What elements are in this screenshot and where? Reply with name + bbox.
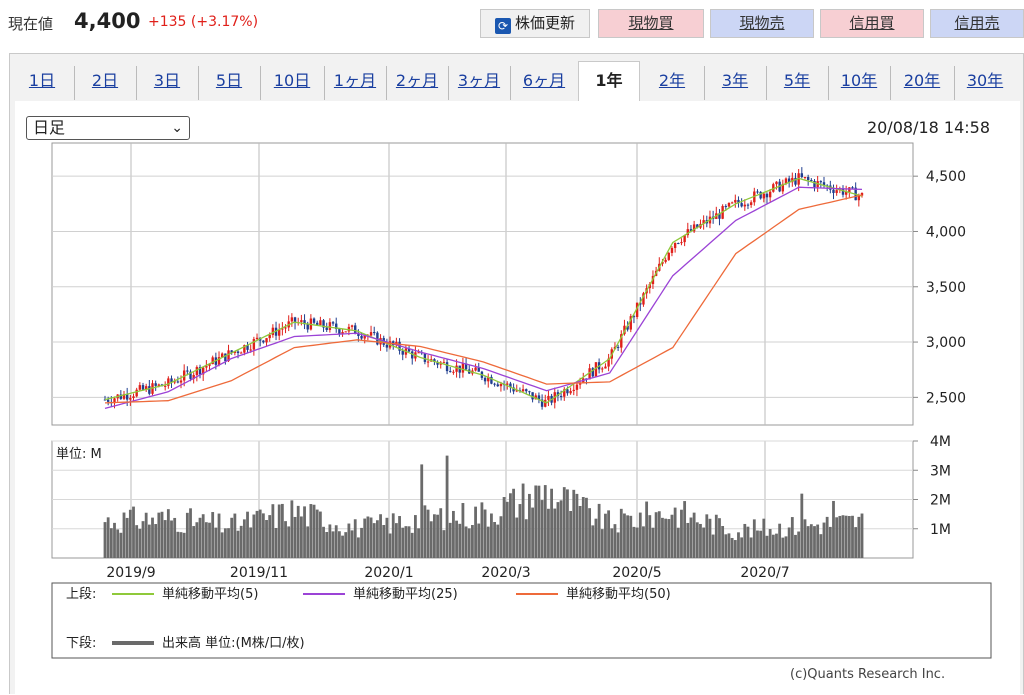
spot-buy-button[interactable]: 現物買 bbox=[598, 9, 704, 38]
tab-3m[interactable]: 3ヶ月 bbox=[448, 66, 511, 100]
current-price-label: 現在値 bbox=[8, 15, 54, 33]
quote-header: 現在値 4,400 +135 (+3.17%) ⟳ 株価更新 現物買 現物売 信用… bbox=[0, 0, 1024, 46]
tab-1d[interactable]: 1日 bbox=[10, 66, 75, 100]
tab-3y[interactable]: 3年 bbox=[704, 66, 767, 100]
chart-area bbox=[15, 101, 1020, 695]
tab-2m[interactable]: 2ヶ月 bbox=[386, 66, 449, 100]
tab-2y[interactable]: 2年 bbox=[640, 66, 705, 100]
tab-6m[interactable]: 6ヶ月 bbox=[522, 71, 566, 90]
price-change: +135 (+3.17%) bbox=[148, 14, 259, 30]
refresh-icon: ⟳ bbox=[494, 18, 511, 34]
margin-sell-button[interactable]: 信用売 bbox=[930, 9, 1024, 38]
period-tabs: 1日 2日 3日 5日 10日 1ヶ月 2ヶ月 3ヶ月 6ヶ月 1年 2年 3年… bbox=[10, 54, 1024, 102]
refresh-price-button[interactable]: ⟳ 株価更新 bbox=[480, 9, 590, 38]
current-price: 4,400 bbox=[74, 9, 141, 33]
tab-1y[interactable]: 1年 bbox=[578, 61, 640, 102]
refresh-price-label: 株価更新 bbox=[514, 14, 575, 32]
period-select-value: 日足 bbox=[33, 118, 66, 137]
tab-2d[interactable]: 2日 bbox=[74, 66, 137, 100]
tab-1m[interactable]: 1ヶ月 bbox=[324, 66, 387, 100]
tab-30y[interactable]: 30年 bbox=[966, 71, 1004, 90]
tab-10d[interactable]: 10日 bbox=[260, 66, 325, 100]
tab-5y[interactable]: 5年 bbox=[766, 66, 829, 100]
margin-buy-button[interactable]: 信用買 bbox=[820, 9, 924, 38]
tab-5d[interactable]: 5日 bbox=[198, 66, 261, 100]
copyright: (c)Quants Research Inc. bbox=[790, 667, 946, 682]
tab-10y[interactable]: 10年 bbox=[828, 66, 891, 100]
period-select[interactable]: 日足 ⌄ bbox=[26, 116, 190, 140]
chevron-down-icon: ⌄ bbox=[171, 120, 183, 136]
chart-panel: 1日 2日 3日 5日 10日 1ヶ月 2ヶ月 3ヶ月 6ヶ月 1年 2年 3年… bbox=[9, 53, 1024, 695]
tab-20y[interactable]: 20年 bbox=[890, 66, 955, 100]
tab-3d[interactable]: 3日 bbox=[136, 66, 199, 100]
spot-sell-button[interactable]: 現物売 bbox=[710, 9, 814, 38]
timestamp: 20/08/18 14:58 bbox=[866, 118, 990, 137]
